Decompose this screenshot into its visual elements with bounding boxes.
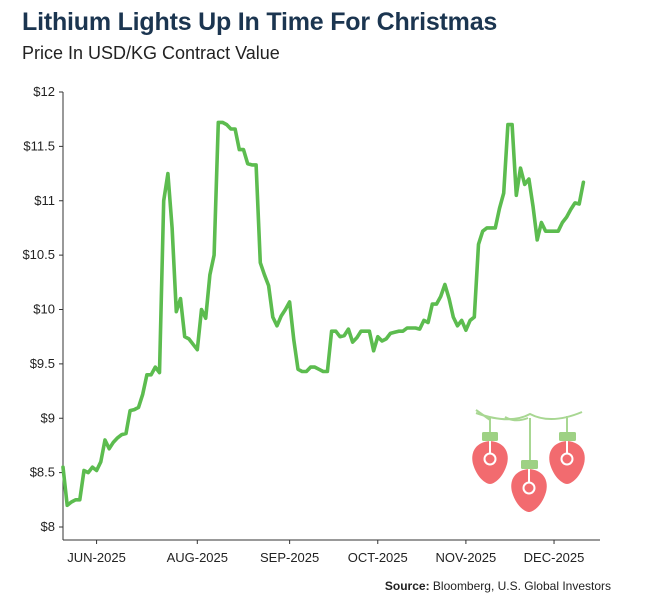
y-tick-label: $11.5 bbox=[23, 138, 55, 153]
x-tick-label: OCT-2025 bbox=[348, 550, 408, 565]
y-tick-label: $11 bbox=[34, 193, 55, 208]
data-layer bbox=[61, 120, 586, 508]
y-tick-label: $8.5 bbox=[30, 465, 55, 480]
bulb-icon-left bbox=[472, 432, 508, 484]
series-line-0 bbox=[61, 120, 586, 508]
bulb-icon-middle bbox=[511, 460, 547, 512]
x-tick-label: AUG-2025 bbox=[167, 550, 228, 565]
christmas-lights-icon bbox=[472, 409, 585, 512]
y-tick-label: $8 bbox=[41, 519, 55, 534]
y-tick-label: $10 bbox=[33, 302, 55, 317]
chart-title: Lithium Lights Up In Time For Christmas bbox=[22, 8, 498, 36]
source-text: Bloomberg, U.S. Global Investors bbox=[432, 579, 611, 593]
axes: $12 $11.5 $11 $10.5 $10 $9.5 $9 $8.5 $8 JUN-2025 A… bbox=[22, 84, 600, 565]
y-tick-label: $10.5 bbox=[22, 247, 55, 262]
x-tick-label: NOV-2025 bbox=[436, 550, 497, 565]
x-tick-label: SEP-2025 bbox=[260, 550, 319, 565]
source-note: Source: Bloomberg, U.S. Global Investors bbox=[385, 579, 611, 593]
chart-subtitle: Price In USD/KG Contract Value bbox=[22, 43, 280, 63]
source-label: Source: bbox=[384, 579, 430, 593]
y-tick-label: $9.5 bbox=[30, 356, 55, 371]
x-tick-label: DEC-2025 bbox=[524, 550, 585, 565]
bulb-icon-right bbox=[549, 432, 585, 484]
y-tick-label: $12 bbox=[33, 84, 55, 99]
y-tick-label: $9 bbox=[41, 410, 55, 425]
x-tick-label: JUN-2025 bbox=[67, 550, 126, 565]
